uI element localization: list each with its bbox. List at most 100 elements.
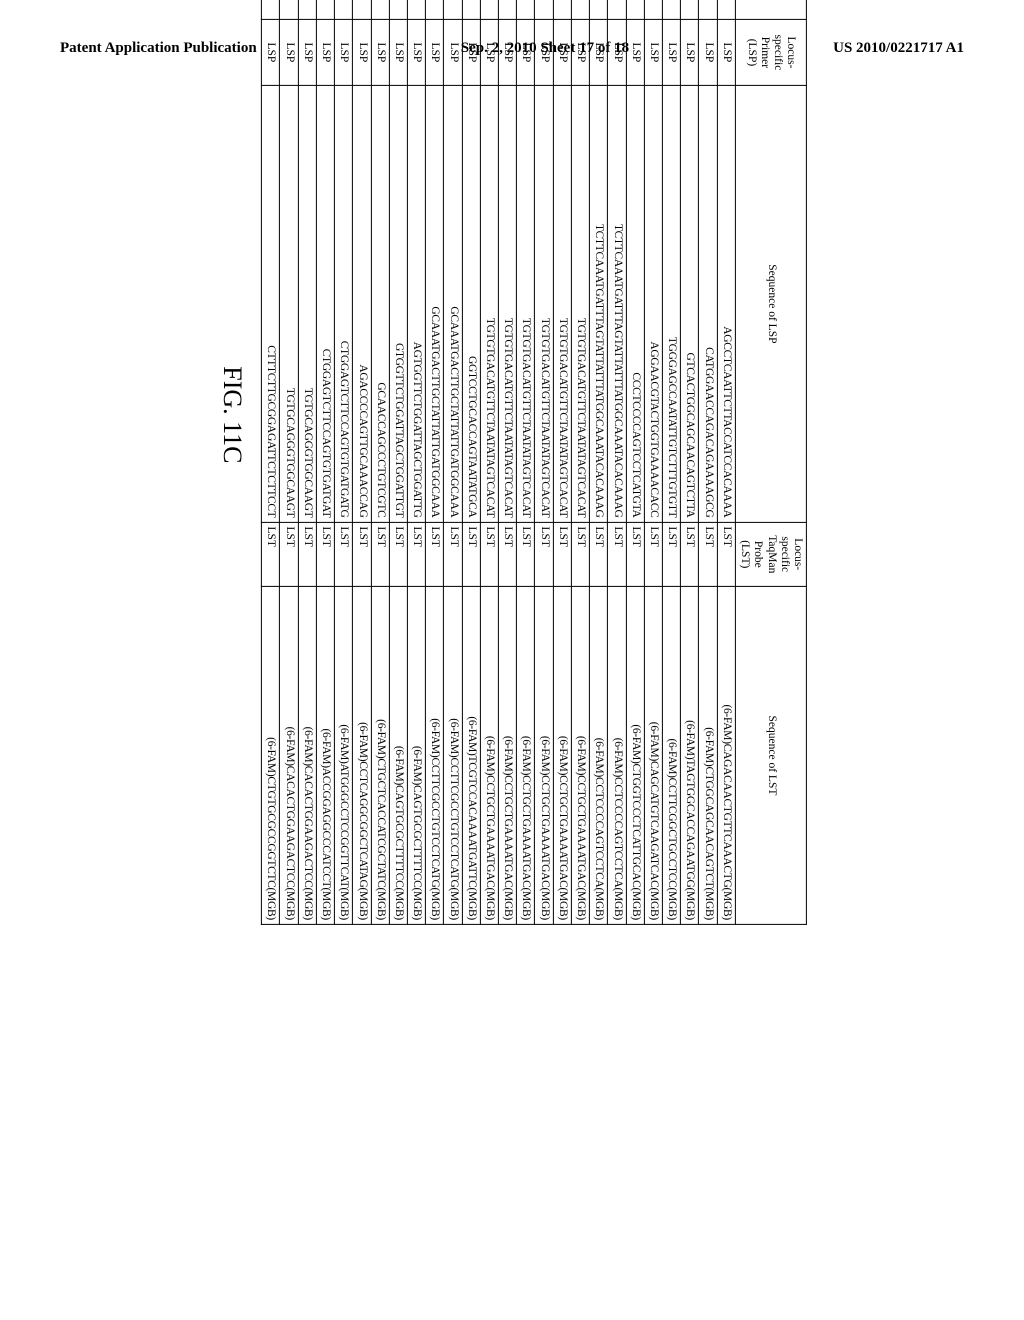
cell-lsp: LSP — [462, 19, 480, 86]
cell-lst: LST — [371, 522, 389, 587]
cell-snp: TP53-733GA — [316, 0, 334, 19]
table-row: KRAS-35GALSPTGTGTGACATGTTCTAATATAGTCACAT… — [517, 0, 535, 924]
cell-snp: TP53-743GA — [280, 0, 298, 19]
cell-lst: LST — [480, 522, 498, 587]
cell-seq-lst: (6-FAM)CCTGCTGAAAATGAC(MGB) — [498, 587, 516, 925]
cell-seq-lst: (6-FAM)CCTGCTGAAAATGAC(MGB) — [535, 587, 553, 925]
cell-lsp: LSP — [262, 19, 280, 86]
table-row: KRAS-34GTLSPTGTGTGACATGTTCTAATATAGTCACAT… — [535, 0, 553, 924]
cell-seq-lst: (6-FAM)ACCGGAGGCCCATCCT(MGB) — [316, 587, 334, 925]
cell-lst: LST — [462, 522, 480, 587]
cell-snp: KRAS-176CG — [626, 0, 644, 19]
cell-seq-lsp: TGTGTGACATGTTCTAATATAGTCACAT — [498, 86, 516, 522]
table-row: TP53-817CTLSPCTTTCTTGCGGAGATTCTCTTCCTLST… — [262, 0, 280, 924]
cell-seq-lst: (6-FAM)CACACTGGAAGACTCC(MGB) — [298, 587, 316, 925]
cell-seq-lst: (6-FAM)CCTGCTGAAAATGAC(MGB) — [553, 587, 571, 925]
cell-lst: LST — [353, 522, 371, 587]
header-patent-number: US 2010/0221717 A1 — [833, 40, 964, 57]
cell-lst: LST — [553, 522, 571, 587]
cell-lsp: LSP — [353, 19, 371, 86]
cell-snp: TP53-817CT — [262, 0, 280, 19]
cell-seq-lst: (6-FAM)CAGTGCGCTTTTCC(MGB) — [389, 587, 407, 925]
table-row: TP53-742CTLSPTGTGCAGGGTGGCAAGTLST(6-FAM)… — [298, 0, 316, 924]
cell-lsp: LSP — [444, 19, 462, 86]
cell-lsp: LSP — [699, 19, 717, 86]
cell-lst: LST — [426, 522, 444, 587]
cell-lst: LST — [590, 522, 608, 587]
cell-lst: LST — [298, 522, 316, 587]
table-row: NRAS-38GALSPGTGGTTCTGGATTAGCTGGATTGTLST(… — [389, 0, 407, 924]
cell-lsp: LSP — [334, 19, 352, 86]
table-row: KRAS-176CGLSPCCCTCCCCAGTCCTCATGTALST(6-F… — [626, 0, 644, 924]
cell-snp: TP53-637CT — [353, 0, 371, 19]
cell-snp: KRAS-35GT — [480, 0, 498, 19]
cell-snp: NRAS-35GA — [407, 0, 425, 19]
cell-seq-lsp: TGTGTGACATGTTCTAATATAGTCACAT — [535, 86, 553, 522]
cell-seq-lsp: CATGGAACCAGACAGAAAAGCG — [699, 86, 717, 522]
table-row: TP53-637CTLSPAGACCCCAGTTGCAAACCAGLST(6-F… — [353, 0, 371, 924]
th-seq-lst: Sequence of LST — [735, 587, 806, 925]
cell-lsp: LSP — [571, 19, 589, 86]
cell-lsp: LSP — [426, 19, 444, 86]
cell-snp: NRAS-183AT — [426, 0, 444, 19]
cell-lsp: LSP — [626, 19, 644, 86]
cell-seq-lsp: TGTGTGACATGTTCTAATATAGTCACAT — [571, 86, 589, 522]
table-row: CTNNB1-134CTLSPGTCACTGGCAGCAACAGTCTTALST… — [681, 0, 699, 924]
cell-seq-lsp: GTCACTGGCAGCAACAGTCTTA — [681, 86, 699, 522]
cell-lsp: LSP — [553, 19, 571, 86]
cell-lst: LST — [407, 522, 425, 587]
cell-seq-lsp: AGGAACGTACTGGTGAAAACACC — [644, 86, 662, 522]
cell-seq-lsp: GCAAATGACTTGCTATTATTGATGGCAAA — [444, 86, 462, 522]
cell-lst: LST — [517, 522, 535, 587]
cell-lst: LST — [571, 522, 589, 587]
cell-lst: LST — [444, 522, 462, 587]
cell-seq-lst: (6-FAM)CTGCTCACCATCGCTATC(MGB) — [371, 587, 389, 925]
cell-lst: LST — [662, 522, 680, 587]
table-row: BRAF-1799TALSPAGCCTCAATTCTTACCATCCACAAAA… — [717, 0, 735, 924]
cell-snp: NRAS-38GA — [389, 0, 407, 19]
cell-seq-lst: (6-FAM)CTGGTCCCTCATTGCAC(MGB) — [626, 587, 644, 925]
table-row: KRAS-34GCLSPTGTGTGACATGTTCTAATATAGTCACAT… — [553, 0, 571, 924]
figure-caption: FIG. 11C — [217, 0, 247, 925]
cell-seq-lst: (6-FAM)CCTGCTGAAAATGAC(MGB) — [480, 587, 498, 925]
table-row: TP53-743GALSPTGTGCAGGGTGGCAAGTLST(6-FAM)… — [280, 0, 298, 924]
cell-seq-lsp: TCTTCAAATGATTTAGTATTATTTATGGCAAATACACAAA… — [590, 86, 608, 522]
th-lsp: Locus-specific Primer (LSP) — [735, 19, 806, 86]
cell-snp: NRAS-181CA — [444, 0, 462, 19]
cell-lst: LST — [644, 522, 662, 587]
cell-lsp: LSP — [717, 19, 735, 86]
table-row: KRAS-34GALSPTGTGTGACATGTTCTAATATAGTCACAT… — [571, 0, 589, 924]
table-row: KRAS-183ACLSPTCTTCAAATGATTTAGTATTATTTATG… — [608, 0, 626, 924]
th-snp-id: SNP ID — [735, 0, 806, 19]
cell-snp: KRAS-3GA — [462, 0, 480, 19]
th-seq-lsp: Sequence of LSP — [735, 86, 806, 522]
cell-snp: KRAS-34GT — [535, 0, 553, 19]
cell-snp: KRAS-183AT — [590, 0, 608, 19]
cell-seq-lsp: CTGGAGTCTTCCAGTGTGATGATG — [334, 86, 352, 522]
cell-snp: BRAF-1799TA — [717, 0, 735, 19]
cell-seq-lsp: CTTTCTTGCGGAGATTCTCTTCCT — [262, 86, 280, 522]
table-row: KRAS-3GALSPGGTCCTGCACCAGTAATATGCALST(6-F… — [462, 0, 480, 924]
cell-seq-lst: (6-FAM)TCGTCCACAAAATGATTC(MGB) — [462, 587, 480, 925]
cell-lst: LST — [717, 522, 735, 587]
cell-lsp: LSP — [644, 19, 662, 86]
table-row: CTNNB1-121AGLSPCATGGAACCAGACAGAAAAGCGLST… — [699, 0, 717, 924]
cell-lsp: LSP — [389, 19, 407, 86]
cell-lsp: LSP — [298, 19, 316, 86]
cell-lst: LST — [608, 522, 626, 587]
cell-seq-lsp: TGTGTGACATGTTCTAATATAGTCACAT — [517, 86, 535, 522]
table-row: NRAS-183ATLSPGCAAATGACTTGCTATTATTGATGGCA… — [426, 0, 444, 924]
cell-lsp: LSP — [407, 19, 425, 86]
cell-lsp: LSP — [480, 19, 498, 86]
cell-snp: KRAS-34GA — [571, 0, 589, 19]
cell-lsp: LSP — [280, 19, 298, 86]
cell-lst: LST — [626, 522, 644, 587]
cell-lst: LST — [334, 522, 352, 587]
table-row: KRAS-35GTLSPTGTGTGACATGTTCTAATATAGTCACAT… — [480, 0, 498, 924]
cell-lsp: LSP — [535, 19, 553, 86]
cell-seq-lsp: CCCTCCCCAGTCCTCATGTA — [626, 86, 644, 522]
cell-lsp: LSP — [316, 19, 334, 86]
table-row: EGFR-2573TGLSPAGGAACGTACTGGTGAAAACACCLST… — [644, 0, 662, 924]
cell-lsp: LSP — [608, 19, 626, 86]
cell-lsp: LSP — [371, 19, 389, 86]
